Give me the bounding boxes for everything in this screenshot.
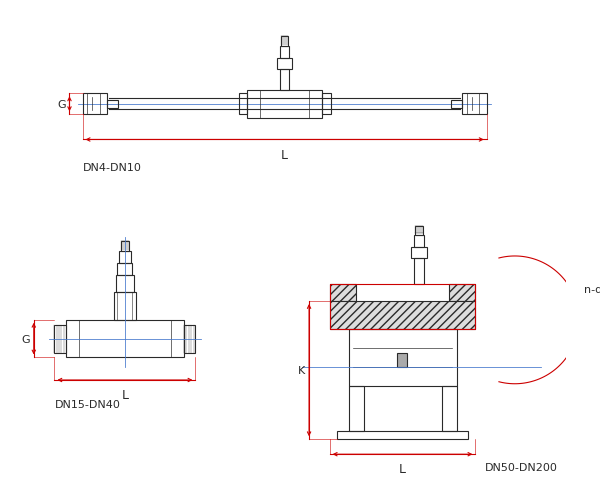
Bar [116, 275, 134, 292]
Bar [322, 94, 331, 115]
Bar [330, 285, 356, 301]
Bar [412, 247, 427, 258]
Bar [397, 353, 407, 367]
Text: DN50-DN200: DN50-DN200 [485, 462, 557, 472]
Bar [277, 59, 292, 70]
Bar [330, 285, 475, 330]
Bar [66, 320, 184, 358]
Bar [118, 263, 133, 275]
Bar [451, 101, 462, 108]
Bar [107, 101, 118, 108]
Bar [113, 292, 136, 320]
Text: DN15-DN40: DN15-DN40 [55, 399, 121, 409]
Bar [239, 94, 247, 115]
Bar [462, 94, 487, 115]
Bar [247, 91, 322, 119]
Bar [330, 301, 475, 330]
Bar [280, 48, 289, 59]
Bar [415, 227, 423, 236]
Text: K: K [298, 365, 305, 375]
Text: L: L [121, 388, 128, 401]
Bar [442, 386, 457, 431]
Bar [337, 431, 468, 439]
Bar [349, 386, 364, 431]
Text: L: L [281, 149, 288, 162]
Bar [414, 258, 424, 285]
Bar [119, 252, 131, 263]
Bar [83, 94, 107, 115]
Text: n-d: n-d [584, 284, 600, 294]
Bar [349, 330, 457, 386]
Bar [414, 236, 424, 247]
Text: L: L [398, 462, 406, 475]
Bar [280, 70, 289, 91]
Text: G: G [22, 334, 30, 344]
Bar [281, 37, 289, 48]
Bar [184, 325, 196, 353]
Text: G: G [57, 99, 66, 109]
Text: DN4-DN10: DN4-DN10 [83, 163, 142, 173]
Bar [449, 285, 475, 301]
Bar [55, 325, 66, 353]
Bar [121, 241, 128, 252]
